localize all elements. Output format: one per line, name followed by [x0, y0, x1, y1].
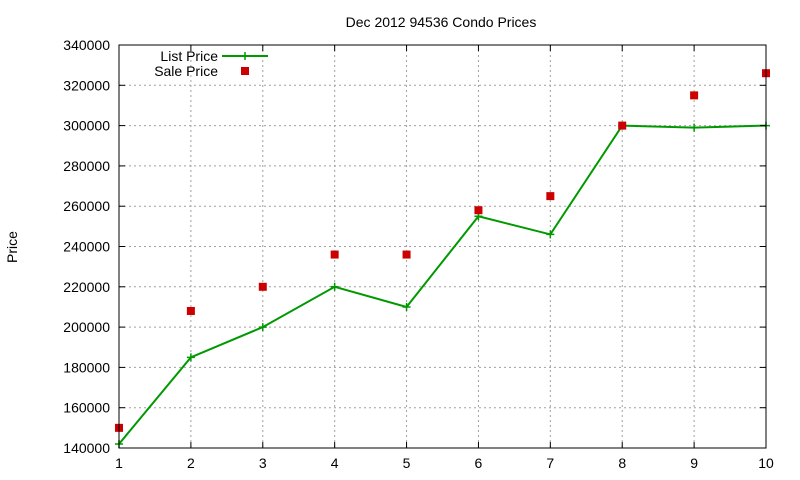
y-tick-label: 180000 [63, 359, 110, 375]
sale-price-point [402, 250, 411, 259]
x-tick-label: 8 [618, 455, 626, 471]
sale-price-point [474, 206, 483, 215]
x-tick-label: 4 [331, 455, 339, 471]
y-tick-label: 220000 [63, 279, 110, 295]
legend-marker-sale-price [241, 67, 249, 75]
sale-price-point [546, 192, 555, 201]
y-tick-label: 140000 [63, 440, 110, 456]
series-line-list-price [118, 124, 767, 445]
legend-marker-list-price [241, 52, 249, 60]
x-tick-label: 1 [115, 455, 123, 471]
x-tick-label: 6 [475, 455, 483, 471]
y-tick-label: 340000 [63, 37, 110, 53]
x-tick-label: 10 [758, 455, 774, 471]
y-tick-label: 200000 [63, 319, 110, 335]
sale-price-point [258, 282, 267, 291]
x-tick-label: 9 [690, 455, 698, 471]
sale-price-point [186, 306, 195, 315]
x-tick-label: 3 [259, 455, 267, 471]
legend-label-list-price: List Price [160, 48, 218, 64]
y-tick-label: 320000 [63, 77, 110, 93]
list-price-point [330, 282, 339, 291]
legend-label-sale-price: Sale Price [154, 63, 218, 79]
list-price-point [690, 123, 699, 132]
y-tick-label: 280000 [63, 158, 110, 174]
sale-price-point [690, 91, 699, 100]
grid-lines [119, 45, 766, 448]
legend: List Price Sale Price [154, 48, 268, 79]
list-price-point [186, 353, 195, 362]
x-tick-label: 5 [403, 455, 411, 471]
y-tick-label: 160000 [63, 400, 110, 416]
list-price-point [258, 323, 267, 332]
axis-ticks: 140000 160000 180000 200000 220000 240000 2600… [63, 37, 774, 471]
x-tick-label: 7 [546, 455, 554, 471]
sale-price-point [618, 121, 627, 130]
x-tick-label: 2 [187, 455, 195, 471]
chart-title: Dec 2012 94536 Condo Prices [346, 14, 537, 30]
y-tick-label: 300000 [63, 118, 110, 134]
y-tick-label: 260000 [63, 198, 110, 214]
y-tick-label: 240000 [63, 239, 110, 255]
list-price-point [402, 302, 411, 311]
y-axis-label: Price [4, 231, 20, 263]
list-price-point [546, 230, 555, 239]
sale-price-point [330, 250, 339, 259]
